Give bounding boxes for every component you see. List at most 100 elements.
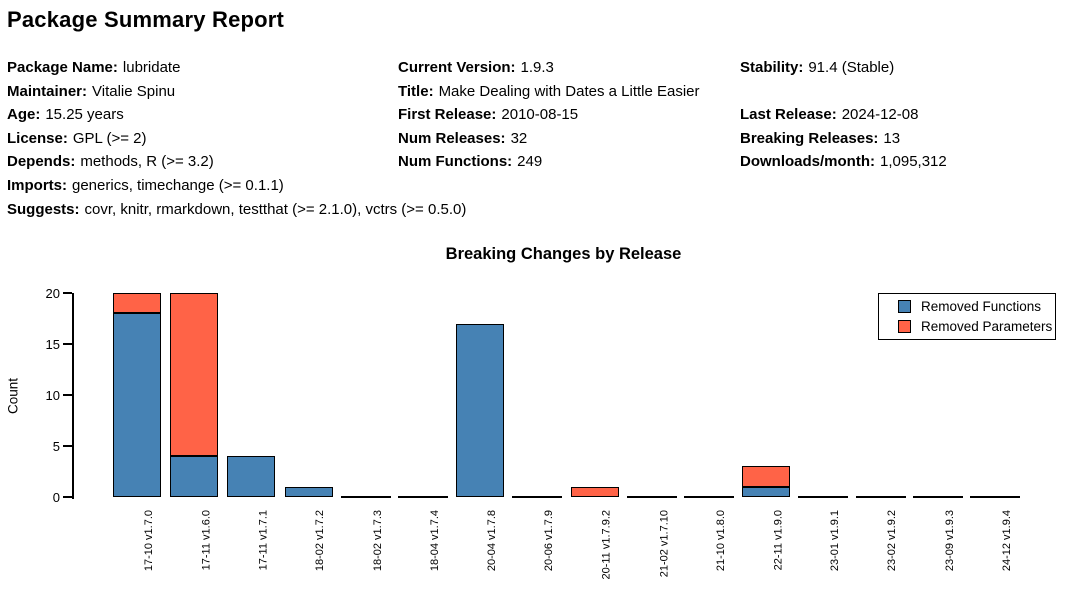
meta-field-title: Title: Make Dealing with Dates a Little E… [398,80,700,104]
x-tick-label: 23-09 v1.9.3 [943,510,956,572]
chart-title: Breaking Changes by Release [445,245,682,263]
x-tick-label: 23-01 v1.9.1 [829,510,842,572]
meta-field-depends: Depends: methods, R (>= 3.2) [7,150,466,174]
x-tick-label: 18-04 v1.7.4 [429,510,441,572]
meta-value: generics, timechange (>= 0.1.1) [72,176,284,194]
bar-segment-removed-functions [113,313,161,497]
meta-value: Make Dealing with Dates a Little Easier [438,82,700,100]
x-tick-label: 23-02 v1.9.2 [886,510,899,572]
meta-label: Num Releases: [398,129,506,147]
y-axis-tick [63,445,72,447]
meta-value: 2010-08-15 [501,106,579,124]
bar-segment-removed-parameters [570,486,619,497]
meta-field-package-name: Package Name: lubridate [7,56,466,80]
x-tick-label: 18-02 v1.7.3 [371,510,384,572]
meta-value: 13 [883,129,901,147]
x-tick-label: 17-10 v1.7.0 [143,510,155,572]
meta-label: License: [7,129,68,147]
meta-label: Num Functions: [398,153,513,171]
removed-parameters-swatch [898,320,911,333]
meta-value: 32 [510,129,528,147]
bar-segment-removed-parameters [170,293,219,457]
breaking-changes-chart: Breaking Changes by Release Count Remove… [0,240,1069,602]
x-tick-label: 17-11 v1.7.1 [257,510,270,571]
meta-row-spacer [740,80,947,104]
meta-field-imports: Imports: generics, timechange (>= 0.1.1) [7,174,466,198]
bar-segment-removed-functions [284,486,333,497]
meta-field-downloads-month: Downloads/month: 1,095,312 [740,150,947,174]
x-tick-label: 17-11 v1.6.0 [200,510,213,571]
meta-label: Downloads/month: [740,153,875,171]
y-axis-tick [63,394,72,396]
bar-segment-removed-functions [170,456,219,497]
y-axis-tick [63,343,72,345]
meta-field-maintainer: Maintainer: Vitalie Spinu [7,80,466,104]
meta-column-middle: Current Version: 1.9.3 Title: Make Dealing… [398,56,700,174]
meta-field-num-releases: Num Releases: 32 [398,127,700,151]
legend-label: Removed Functions [921,299,1042,314]
meta-label: Suggests: [7,200,80,218]
meta-field-current-version: Current Version: 1.9.3 [398,56,700,80]
x-tick-label: 22-11 v1.9.0 [772,510,785,571]
meta-label: Last Release: [740,106,837,124]
meta-field-age: Age: 15.25 years [7,103,466,127]
meta-value: 1,095,312 [880,153,947,171]
page-title: Package Summary Report [7,7,285,32]
meta-value: 2024-12-08 [841,106,919,124]
legend-label: Removed Parameters [921,319,1053,334]
bar-zero [798,495,849,498]
x-tick-label: 18-02 v1.7.2 [314,510,327,572]
y-tick-label: 15 [45,336,60,352]
meta-field-first-release: First Release: 2010-08-15 [398,103,700,127]
x-tick-label: 21-02 v1.7.10 [657,510,670,578]
chart-legend: Removed Functions Removed Parameters [878,293,1056,340]
meta-column-left: Package Name: lubridate Maintainer: Vitali… [7,56,466,221]
bar-zero [912,495,963,498]
bar-zero [512,495,563,498]
meta-label: Age: [7,106,41,124]
bar-zero [855,495,906,498]
y-axis-tick [63,496,72,498]
bar-zero [398,495,448,498]
bar-segment-removed-parameters [742,466,791,487]
meta-label: Depends: [7,153,76,171]
meta-value: methods, R (>= 3.2) [80,153,214,171]
bar-segment-removed-parameters [113,293,161,314]
meta-label: Imports: [7,176,67,194]
bar-segment-removed-functions [456,323,505,497]
meta-field-breaking-releases: Breaking Releases: 13 [740,127,947,151]
y-tick-label: 20 [45,285,60,301]
meta-value: 91.4 (Stable) [808,59,895,76]
meta-label: Breaking Releases: [740,129,879,147]
meta-label: Package Name: [7,59,118,76]
meta-label: Maintainer: [7,82,88,100]
meta-value: Vitalie Spinu [92,82,176,100]
y-axis-tick [63,292,72,294]
meta-label: Title: [398,82,434,100]
meta-field-num-functions: Num Functions: 249 [398,150,700,174]
y-tick-label: 0 [52,489,60,505]
meta-field-stability: Stability: 91.4 (Stable) [740,56,947,80]
meta-label: Stability: [740,59,804,76]
y-axis-line [72,293,74,499]
meta-value: covr, knitr, rmarkdown, testthat (>= 2.1… [84,200,467,218]
x-tick-label: 24-12 v1.9.4 [1001,510,1013,572]
meta-field-suggests: Suggests: covr, knitr, rmarkdown, testtha… [7,198,466,222]
x-tick-label: 20-04 v1.7.8 [486,510,499,572]
bar-zero [684,495,734,498]
meta-field-license: License: GPL (>= 2) [7,127,466,151]
meta-value: 1.9.3 [520,59,554,76]
legend-entry-removed-parameters: Removed Parameters [898,319,1055,334]
meta-label: Current Version: [398,59,516,76]
x-tick-label: 21-10 v1.8.0 [715,510,727,572]
y-tick-label: 10 [45,387,60,403]
meta-value: 249 [517,153,543,171]
meta-value: 15.25 years [45,106,124,124]
meta-column-right: Stability: 91.4 (Stable) Last Release: 202… [740,56,947,174]
x-tick-label: 20-11 v1.7.9.2 [600,510,613,580]
bar-zero [626,495,677,498]
x-tick-label: 20-06 v1.7.9 [543,510,556,572]
meta-field-last-release: Last Release: 2024-12-08 [740,103,947,127]
bar-zero [970,495,1020,498]
